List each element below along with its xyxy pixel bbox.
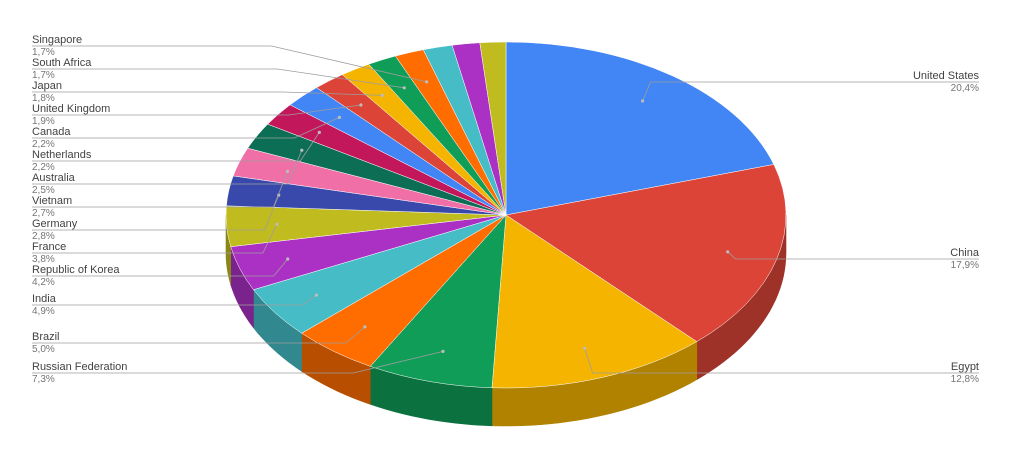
- slice-value-russian-federation: 7,3%: [32, 374, 55, 385]
- leader-line-south-africa: [32, 68, 405, 89]
- leader-dot-netherlands: [317, 130, 321, 134]
- pie-slice-unlabeled-19: [479, 41, 507, 216]
- slice-label-canada: Canada: [32, 126, 71, 138]
- slice-value-republic-of-korea: 4,2%: [32, 277, 55, 288]
- slice-label-united-kingdom: United Kingdom: [32, 103, 110, 115]
- slice-value-australia: 2,5%: [32, 185, 55, 196]
- slice-value-vietnam: 2,7%: [32, 208, 55, 219]
- leader-line-united-kingdom: [32, 104, 361, 116]
- leader-line-vietnam: [32, 171, 288, 208]
- slice-label-brazil: Brazil: [32, 331, 60, 343]
- leader-lines: [32, 45, 979, 374]
- pie-slice-egypt: [491, 214, 698, 389]
- leader-line-egypt: [584, 348, 979, 374]
- slice-label-vietnam: Vietnam: [32, 195, 72, 207]
- leader-dot-australia: [300, 148, 304, 152]
- leader-line-india: [32, 294, 317, 306]
- leader-dot-singapore: [425, 80, 429, 84]
- slice-label-china: China: [950, 247, 980, 259]
- slice-label-france: France: [32, 241, 66, 253]
- slice-label-united-states: United States: [913, 70, 980, 82]
- leader-line-russian-federation: [32, 351, 444, 374]
- leader-dot-vietnam: [285, 169, 290, 173]
- leader-line-france: [32, 224, 278, 254]
- pie-slice-china: [505, 164, 787, 342]
- leader-line-australia: [32, 150, 303, 185]
- slice-value-netherlands: 2,2%: [32, 162, 55, 173]
- slice-label-south-africa: South Africa: [32, 57, 92, 69]
- slice-value-singapore: 1,7%: [32, 47, 55, 58]
- pie-top: [225, 41, 787, 389]
- leader-dot-india: [314, 293, 318, 297]
- slice-value-germany: 2,8%: [32, 231, 55, 242]
- slice-value-united-kingdom: 1,9%: [32, 116, 55, 127]
- slice-label-netherlands: Netherlands: [32, 149, 92, 161]
- pie-sides: [225, 214, 787, 427]
- slice-value-japan: 1,8%: [32, 93, 55, 104]
- leader-dot-france: [275, 222, 279, 226]
- leader-line-canada: [32, 117, 340, 139]
- leader-dot-egypt: [583, 346, 587, 350]
- slice-value-egypt: 12,8%: [951, 374, 979, 385]
- leader-line-netherlands: [32, 132, 320, 162]
- slice-label-russian-federation: Russian Federation: [32, 361, 127, 373]
- slice-label-india: India: [32, 293, 57, 305]
- slice-value-united-states: 20,4%: [951, 83, 979, 94]
- leader-line-singapore: [32, 45, 427, 83]
- leader-line-united-states: [642, 81, 979, 102]
- leader-dot-russian-federation: [441, 349, 445, 353]
- leader-line-republic-of-korea: [32, 258, 289, 277]
- slice-value-france: 3,8%: [32, 254, 55, 265]
- slice-value-canada: 2,2%: [32, 139, 55, 150]
- slice-value-brazil: 5,0%: [32, 344, 55, 355]
- leader-dot-united-kingdom: [359, 103, 363, 107]
- leader-dot-united-states: [641, 99, 645, 103]
- leader-dot-japan: [380, 93, 384, 97]
- leader-dot-brazil: [363, 325, 367, 329]
- slice-value-south-africa: 1,7%: [32, 70, 55, 81]
- pie-slice-united-states: [505, 41, 775, 216]
- slice-label-egypt: Egypt: [951, 361, 979, 373]
- slice-label-germany: Germany: [32, 218, 78, 230]
- slice-label-australia: Australia: [32, 172, 76, 184]
- leader-line-japan: [32, 91, 383, 96]
- leader-dot-china: [726, 250, 730, 254]
- slice-label-republic-of-korea: Republic of Korea: [32, 264, 120, 276]
- leader-dot-south-africa: [402, 86, 406, 90]
- leader-line-brazil: [32, 326, 366, 344]
- slice-value-china: 17,9%: [951, 260, 979, 271]
- leader-dot-canada: [337, 115, 341, 119]
- slice-label-singapore: Singapore: [32, 34, 82, 46]
- slice-value-india: 4,9%: [32, 306, 55, 317]
- leader-line-china: [727, 251, 979, 260]
- leader-dot-republic-of-korea: [286, 257, 290, 261]
- slice-label-japan: Japan: [32, 80, 62, 92]
